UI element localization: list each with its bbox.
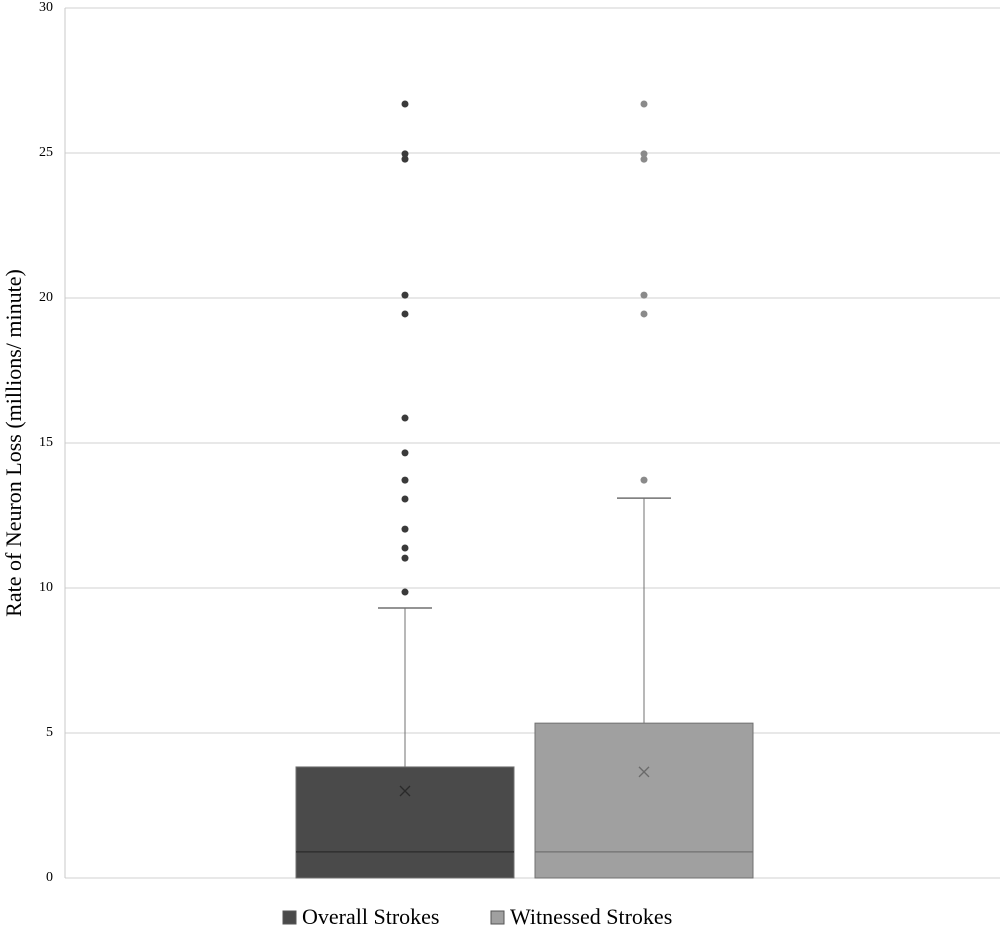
outlier [401, 525, 409, 533]
outlier [401, 476, 409, 484]
legend-label: Witnessed Strokes [510, 904, 672, 929]
outlier [401, 495, 409, 503]
outlier [401, 150, 409, 158]
outlier [401, 291, 409, 299]
outlier [401, 100, 409, 108]
y-tick-label: 15 [39, 435, 53, 450]
outlier [640, 150, 648, 158]
y-tick-label: 10 [39, 580, 53, 595]
outlier [401, 414, 409, 422]
legend-label: Overall Strokes [302, 904, 439, 929]
mean-marker [399, 785, 411, 797]
legend-swatch [490, 910, 505, 925]
outlier [401, 544, 409, 552]
box [534, 722, 754, 879]
outlier [401, 449, 409, 457]
legend-swatch [282, 910, 297, 925]
outlier [401, 310, 409, 318]
y-tick-label: 5 [46, 725, 53, 740]
outlier [401, 588, 409, 596]
outlier [640, 291, 648, 299]
mean-marker [638, 766, 650, 778]
outlier [640, 100, 648, 108]
y-tick-label: 30 [39, 0, 53, 15]
outlier [401, 155, 409, 163]
outlier [401, 554, 409, 562]
y-tick-label: 0 [46, 870, 53, 885]
box [295, 766, 515, 879]
y-tick-label: 25 [39, 145, 53, 160]
y-tick-label: 20 [39, 290, 53, 305]
outlier [640, 476, 648, 484]
outlier [640, 310, 648, 318]
outlier [640, 155, 648, 163]
y-axis-label: Rate of Neuron Loss (millions/ minute) [1, 269, 26, 617]
